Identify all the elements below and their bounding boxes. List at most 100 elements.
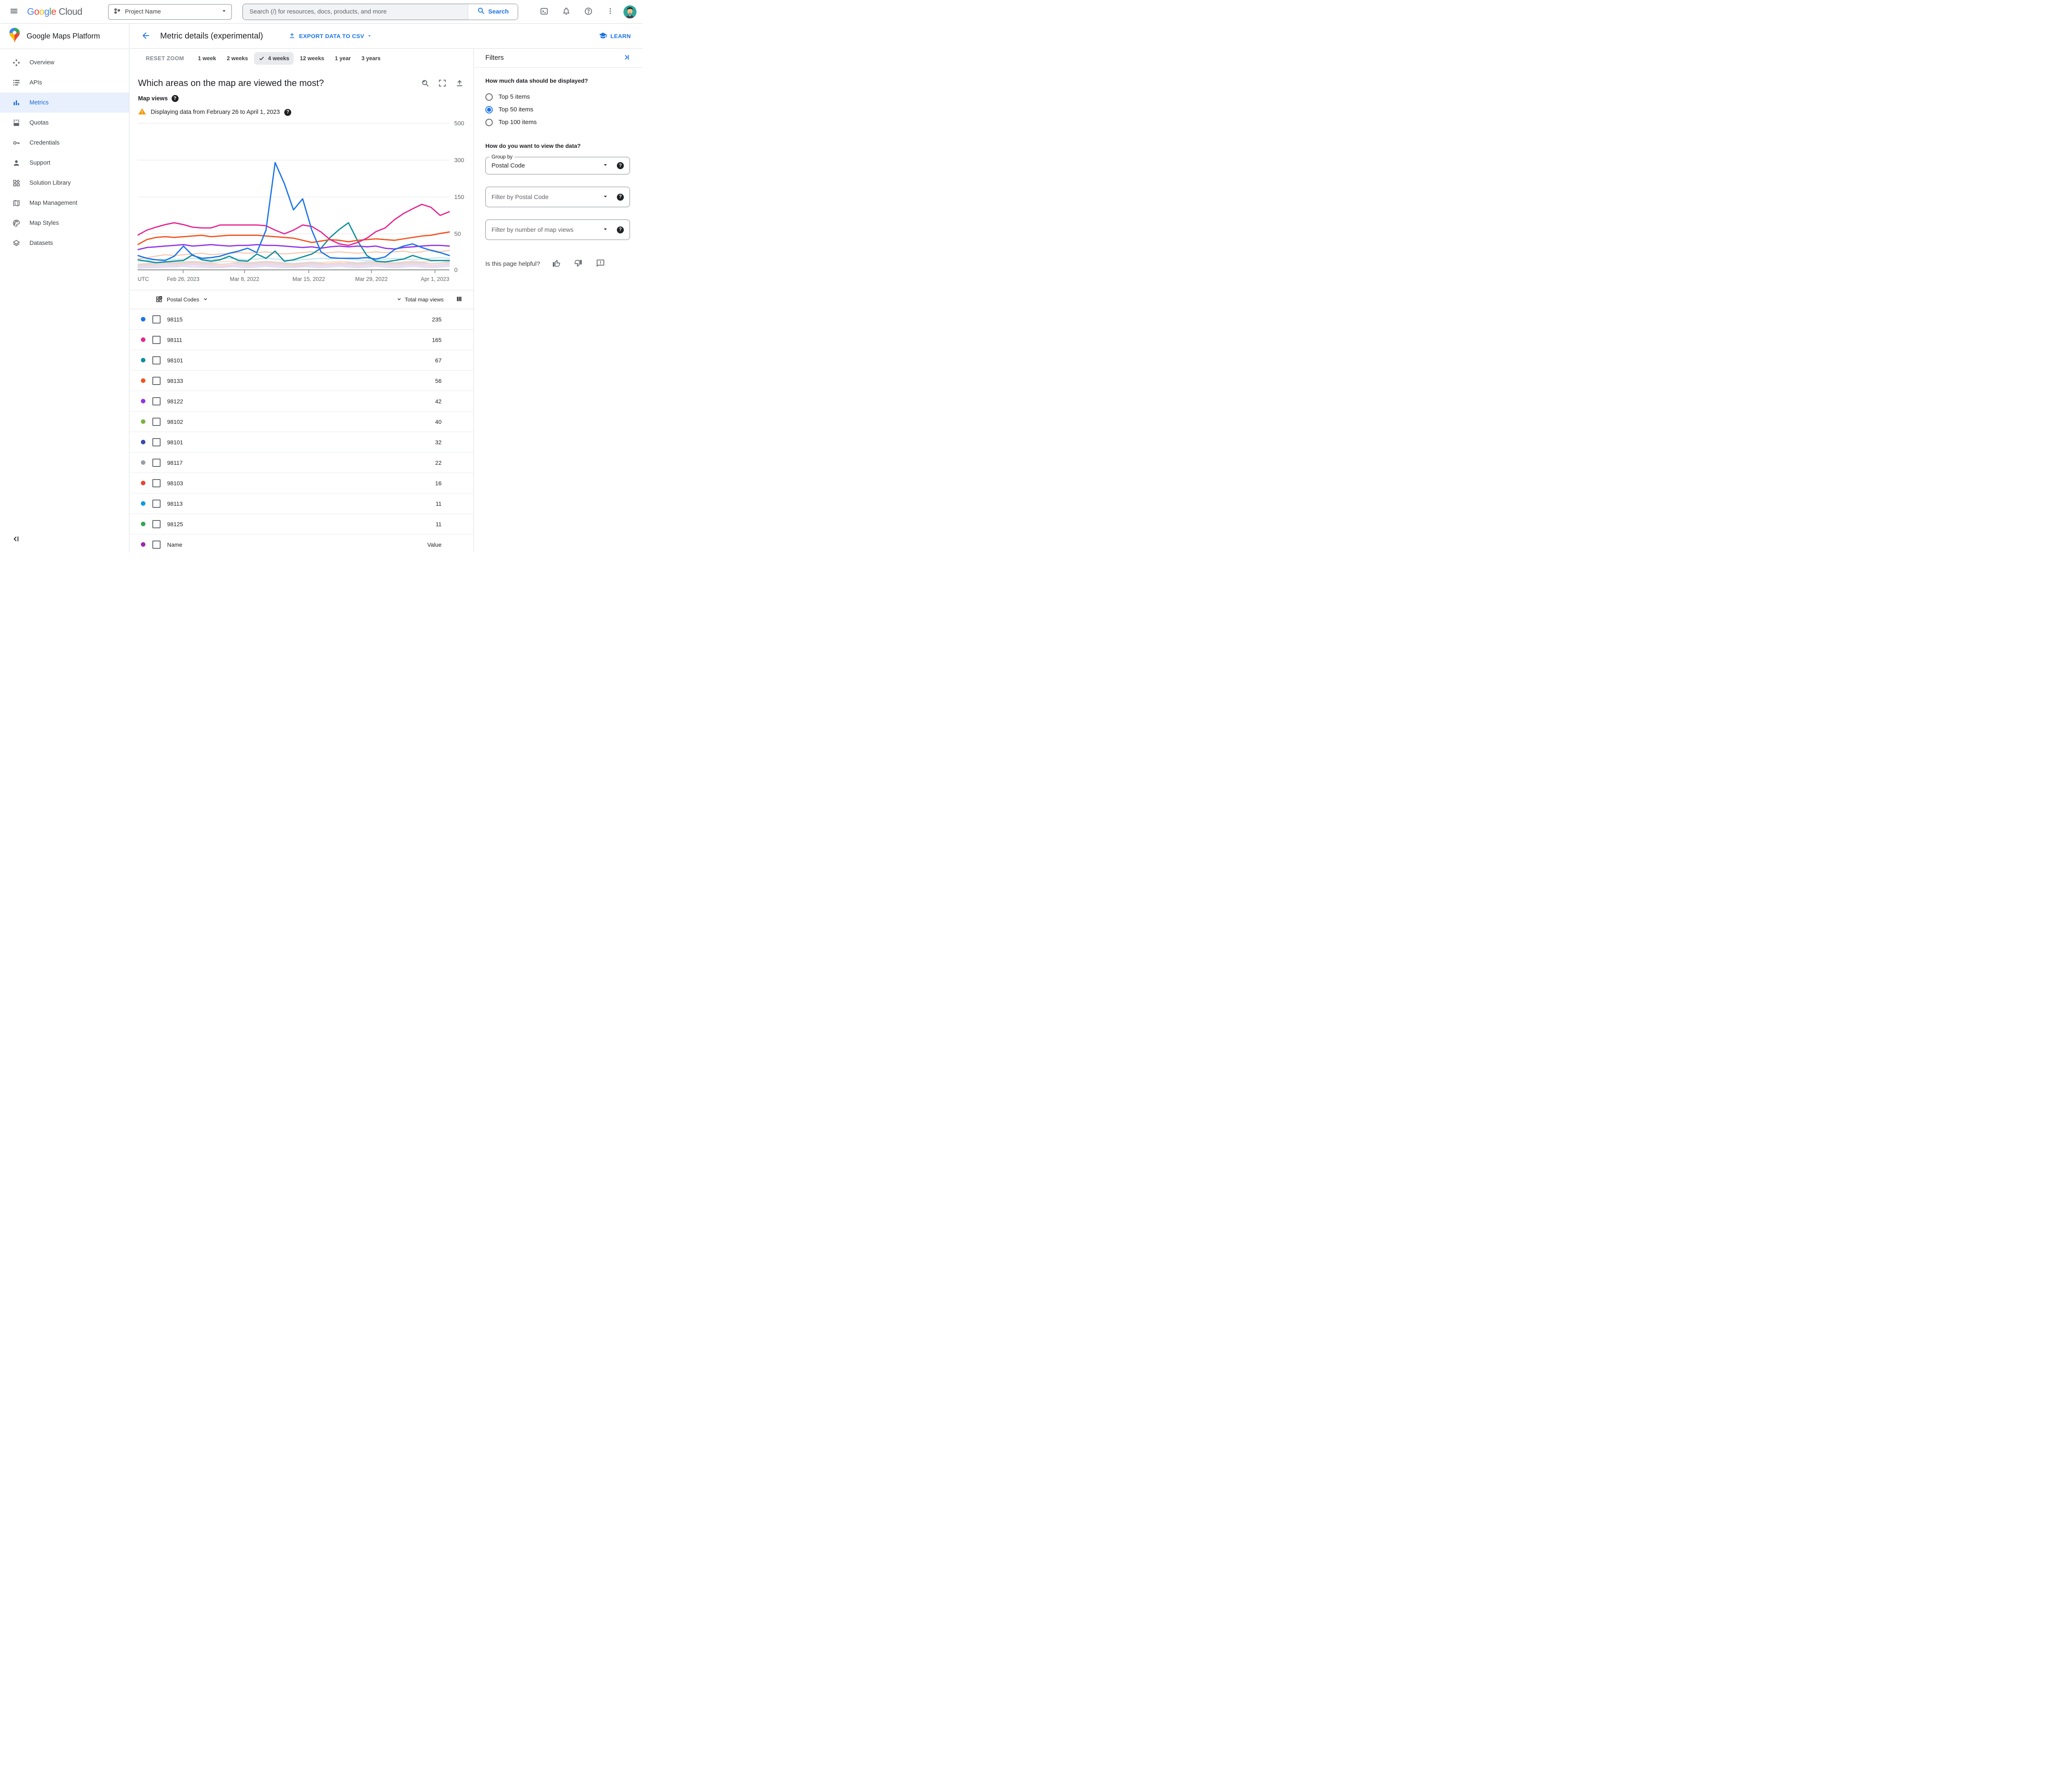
table-row-98102[interactable]: 98102 40 bbox=[130, 412, 474, 432]
export-csv-button[interactable]: EXPORT DATA TO CSV bbox=[288, 32, 372, 41]
sidebar-item-map-management[interactable]: Map Management bbox=[0, 193, 129, 213]
table-row-98101[interactable]: 98101 32 bbox=[130, 432, 474, 453]
back-button[interactable] bbox=[140, 30, 152, 42]
row-checkbox[interactable] bbox=[152, 520, 161, 528]
column-settings-button[interactable] bbox=[456, 296, 462, 303]
google-cloud-logo[interactable]: Google Cloud bbox=[27, 6, 89, 17]
value-column-header[interactable]: Total map views bbox=[396, 296, 444, 303]
sidebar-item-label: Support bbox=[29, 159, 50, 166]
range-chip-2-weeks[interactable]: 2 weeks bbox=[222, 52, 253, 65]
row-checkbox[interactable] bbox=[152, 417, 161, 426]
account-avatar[interactable] bbox=[623, 5, 637, 18]
table-row-name[interactable]: Name Value bbox=[130, 534, 474, 552]
metric-help-icon[interactable]: ? bbox=[171, 95, 179, 102]
sidebar-collapse-button[interactable] bbox=[11, 535, 20, 544]
table-row-98115[interactable]: 98115 235 bbox=[130, 309, 474, 330]
table-row-98101[interactable]: 98101 67 bbox=[130, 350, 474, 371]
sidebar-item-credentials[interactable]: Credentials bbox=[0, 133, 129, 153]
total-map-views-value: 22 bbox=[435, 459, 442, 466]
warning-triangle-icon bbox=[138, 107, 146, 117]
helpful-question-label: Is this page helpful? bbox=[485, 260, 540, 267]
group-column-header[interactable]: Postal Codes bbox=[155, 295, 208, 304]
row-checkbox[interactable] bbox=[152, 356, 161, 364]
top-app-bar: Google Cloud Project Name Search bbox=[0, 0, 642, 24]
help-button[interactable] bbox=[579, 3, 597, 21]
row-checkbox[interactable] bbox=[152, 397, 161, 405]
table-row-98125[interactable]: 98125 11 bbox=[130, 514, 474, 534]
sidebar-item-label: Datasets bbox=[29, 240, 53, 247]
sidebar-item-label: Map Management bbox=[29, 199, 77, 206]
filter-postal-code-select[interactable]: Filter by Postal Code ? bbox=[485, 187, 630, 207]
filter-map-views-select[interactable]: Filter by number of map views ? bbox=[485, 219, 630, 240]
sidebar-item-map-styles[interactable]: Map Styles bbox=[0, 213, 129, 233]
row-checkbox[interactable] bbox=[152, 458, 161, 467]
overview-icon bbox=[12, 59, 20, 67]
row-checkbox[interactable] bbox=[152, 438, 161, 446]
table-row-98133[interactable]: 98133 56 bbox=[130, 371, 474, 391]
search-input[interactable] bbox=[243, 4, 468, 20]
grid-check-icon bbox=[155, 295, 163, 304]
more-options-button[interactable] bbox=[601, 3, 619, 21]
chart-actions bbox=[421, 79, 464, 89]
cloud-shell-button[interactable] bbox=[535, 3, 553, 21]
notifications-bell-icon bbox=[562, 7, 571, 17]
radio-top-100-items[interactable]: Top 100 items bbox=[485, 116, 630, 129]
table-row-98113[interactable]: 98113 11 bbox=[130, 493, 474, 514]
sidebar-item-support[interactable]: Support bbox=[0, 153, 129, 173]
radio-top-5-items[interactable]: Top 5 items bbox=[485, 91, 630, 103]
postal-code-label: 98122 bbox=[167, 398, 183, 405]
range-chip-1-week[interactable]: 1 week bbox=[193, 52, 220, 65]
send-feedback-button[interactable] bbox=[591, 257, 609, 270]
help-icon bbox=[584, 7, 593, 17]
group-by-help-icon[interactable]: ? bbox=[617, 162, 624, 169]
postal-code-label: 98115 bbox=[167, 316, 183, 323]
table-row-98117[interactable]: 98117 22 bbox=[130, 453, 474, 473]
dropdown-arrow-icon bbox=[603, 162, 608, 169]
search-button[interactable]: Search bbox=[468, 4, 518, 20]
thumbs-up-button[interactable] bbox=[547, 257, 565, 270]
row-checkbox[interactable] bbox=[152, 540, 161, 549]
metrics-line-chart[interactable]: 0 50 150 300 500 Feb 26, 2023 Mar 8, 2022 Mar 1… bbox=[138, 119, 469, 286]
export-chart-button[interactable] bbox=[455, 79, 464, 89]
sidebar-item-apis[interactable]: APIs bbox=[0, 72, 129, 93]
filters-collapse-button[interactable] bbox=[622, 53, 630, 63]
row-checkbox[interactable] bbox=[152, 499, 161, 508]
thumbs-down-button[interactable] bbox=[569, 257, 587, 270]
sidebar-item-overview[interactable]: Overview bbox=[0, 52, 129, 72]
table-row-98122[interactable]: 98122 42 bbox=[130, 391, 474, 412]
support-icon bbox=[12, 159, 20, 167]
group-by-select[interactable]: Group by Postal Code ? bbox=[485, 154, 630, 174]
group-by-legend: Group by bbox=[492, 154, 513, 160]
warning-help-icon[interactable]: ? bbox=[284, 109, 292, 116]
range-chip-1-year[interactable]: 1 year bbox=[330, 52, 355, 65]
main-region: Metric details (experimental) EXPORT DAT… bbox=[130, 24, 642, 552]
sidebar-item-metrics[interactable]: Metrics bbox=[0, 93, 129, 113]
learn-button[interactable]: LEARN bbox=[599, 32, 631, 41]
range-chip-3-years[interactable]: 3 years bbox=[357, 52, 385, 65]
sidebar-item-solution-library[interactable]: Solution Library bbox=[0, 173, 129, 193]
row-checkbox[interactable] bbox=[152, 376, 161, 385]
hamburger-menu-button[interactable] bbox=[5, 3, 23, 21]
radio-top-50-items[interactable]: Top 50 items bbox=[485, 103, 630, 116]
reset-zoom-button[interactable]: RESET ZOOM bbox=[141, 52, 188, 65]
row-checkbox[interactable] bbox=[152, 335, 161, 344]
range-chip-12-weeks[interactable]: 12 weeks bbox=[295, 52, 328, 65]
row-checkbox[interactable] bbox=[152, 479, 161, 487]
row-checkbox[interactable] bbox=[152, 315, 161, 324]
zoom-reset-button[interactable] bbox=[421, 79, 430, 89]
filter-views-help-icon[interactable]: ? bbox=[617, 226, 624, 233]
filter-postal-help-icon[interactable]: ? bbox=[617, 193, 624, 201]
project-selector[interactable]: Project Name bbox=[108, 4, 232, 20]
notifications-button[interactable] bbox=[557, 3, 575, 21]
range-chip-4-weeks[interactable]: 4 weeks bbox=[254, 52, 294, 65]
feedback-icon bbox=[596, 259, 605, 269]
sidebar-item-datasets[interactable]: Datasets bbox=[0, 233, 129, 253]
sidebar-item-quotas[interactable]: Quotas bbox=[0, 113, 129, 133]
export-csv-label: EXPORT DATA TO CSV bbox=[299, 33, 365, 39]
fullscreen-button[interactable] bbox=[438, 79, 447, 89]
collapse-right-icon bbox=[622, 55, 630, 63]
table-row-98103[interactable]: 98103 16 bbox=[130, 473, 474, 493]
series-color-dot bbox=[141, 481, 145, 485]
table-row-98111[interactable]: 98111 165 bbox=[130, 330, 474, 350]
chart-question-title: Which areas on the map are viewed the mo… bbox=[138, 78, 324, 88]
